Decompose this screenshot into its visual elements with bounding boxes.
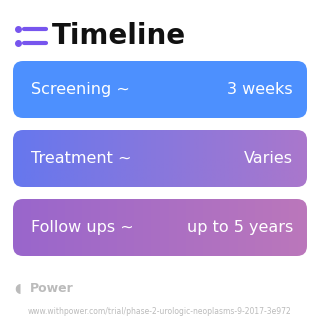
FancyBboxPatch shape xyxy=(13,130,307,187)
Text: Screening ~: Screening ~ xyxy=(31,82,130,97)
FancyBboxPatch shape xyxy=(13,61,307,118)
Text: up to 5 years: up to 5 years xyxy=(187,220,293,235)
Text: ◖: ◖ xyxy=(15,283,21,296)
Text: Timeline: Timeline xyxy=(52,22,186,50)
Text: Varies: Varies xyxy=(244,151,293,166)
Text: Follow ups ~: Follow ups ~ xyxy=(31,220,134,235)
Text: 3 weeks: 3 weeks xyxy=(228,82,293,97)
Text: Treatment ~: Treatment ~ xyxy=(31,151,132,166)
Text: Power: Power xyxy=(30,283,74,296)
FancyBboxPatch shape xyxy=(13,199,307,256)
Text: www.withpower.com/trial/phase-2-urologic-neoplasms-9-2017-3e972: www.withpower.com/trial/phase-2-urologic… xyxy=(28,306,292,316)
